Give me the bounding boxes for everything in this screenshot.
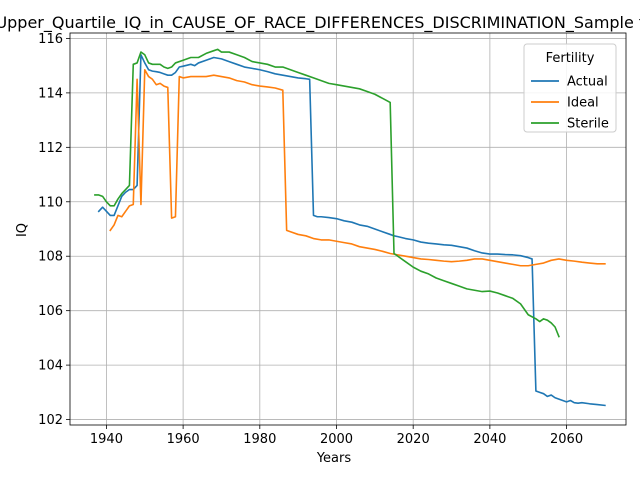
x-tick-label: 2060 [550, 432, 583, 447]
y-tick-label: 106 [38, 304, 63, 319]
y-tick-label: 104 [38, 359, 63, 374]
series-line-sterile [94, 48, 560, 338]
y-tick-label: 114 [38, 86, 63, 101]
series-line-actual [97, 53, 606, 407]
legend-label-ideal: Ideal [567, 96, 599, 111]
x-tick-label: 2020 [397, 432, 430, 447]
y-axis-ticks: 102 104 106 108 110 112 114 116 [38, 32, 70, 428]
y-tick-label: 108 [38, 250, 63, 265]
x-tick-label: 1960 [167, 432, 200, 447]
y-tick-label: 116 [38, 32, 63, 47]
legend-label-actual: Actual [567, 75, 608, 90]
x-axis-label: Years [316, 451, 352, 466]
x-tick-label: 1940 [90, 432, 123, 447]
plot-lines [94, 48, 606, 407]
y-axis-label: IQ [15, 223, 30, 237]
x-tick-label: 2040 [473, 432, 506, 447]
x-axis-ticks: 1940 1960 1980 2000 2020 2040 2060 [90, 425, 583, 447]
y-tick-label: 102 [38, 413, 63, 428]
legend-entries: Actual Ideal Sterile [531, 75, 609, 132]
legend-title: Fertility [546, 51, 595, 66]
plot-frame [69, 32, 627, 426]
y-tick-label: 110 [38, 195, 63, 210]
chart-title: Upper_Quartile_IQ_in_CAUSE_OF_RACE_DIFFE… [0, 13, 640, 33]
legend-label-sterile: Sterile [567, 117, 609, 132]
x-tick-label: 2000 [320, 432, 353, 447]
legend-box [523, 43, 617, 133]
x-tick-label: 1980 [243, 432, 276, 447]
legend: Fertility Actual Ideal Sterile [523, 43, 617, 133]
y-tick-label: 112 [38, 141, 63, 156]
series-line-ideal [109, 68, 606, 267]
